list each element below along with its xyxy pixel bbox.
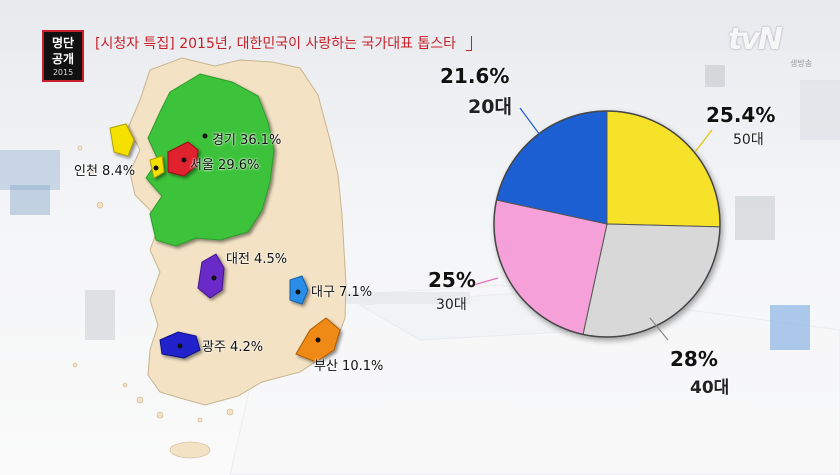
leader-30s bbox=[469, 277, 499, 287]
label-gwangju: 광주 4.2% bbox=[202, 340, 264, 355]
pie-label-50s-pct: 25.4% bbox=[706, 103, 776, 127]
label-seoul: 서울 29.6% bbox=[190, 158, 260, 173]
pie-label-20s-age: 20대 bbox=[468, 96, 512, 118]
region-incheon bbox=[109, 123, 135, 157]
pie-label-40s-age: 40대 bbox=[690, 378, 730, 398]
pie-rim bbox=[493, 110, 721, 338]
label-daejeon: 대전 4.5% bbox=[226, 252, 288, 267]
pie-chart bbox=[493, 110, 721, 338]
pie-label-40s-pct: 28% bbox=[670, 347, 718, 371]
label-gyeonggi: 경기 36.1% bbox=[212, 133, 282, 148]
title-bracket bbox=[466, 36, 472, 51]
leader-50s bbox=[694, 129, 713, 153]
floor-decoration bbox=[0, 65, 840, 475]
city-markers bbox=[153, 133, 321, 349]
region-daejeon bbox=[197, 253, 225, 299]
islands bbox=[72, 145, 234, 459]
channel-logo: tvN bbox=[728, 22, 783, 57]
pie-label-20s-pct: 21.6% bbox=[440, 64, 510, 88]
logo-line1: 명단 bbox=[51, 36, 75, 50]
logo-line2: 공개 bbox=[51, 52, 75, 66]
logo-year: 2015 bbox=[52, 68, 74, 77]
korea-map bbox=[72, 57, 347, 459]
leader-40s bbox=[649, 317, 669, 341]
pie-label-50s-age: 50대 bbox=[733, 132, 764, 148]
pie-label-30s-age: 30대 bbox=[436, 297, 467, 313]
label-busan: 부산 10.1% bbox=[314, 359, 384, 374]
leader-20s bbox=[519, 107, 541, 136]
label-daegu: 대구 7.1% bbox=[311, 285, 373, 300]
pie-label-30s-pct: 25% bbox=[428, 268, 476, 292]
label-incheon: 인천 8.4% bbox=[74, 164, 136, 179]
channel-sub: 생방송 bbox=[790, 59, 813, 68]
show-logo: 명단 공개 2015 bbox=[42, 30, 84, 82]
program-title: [시청자 특집] 2015년, 대한민국이 사랑하는 국가대표 톱스타 bbox=[95, 36, 457, 52]
